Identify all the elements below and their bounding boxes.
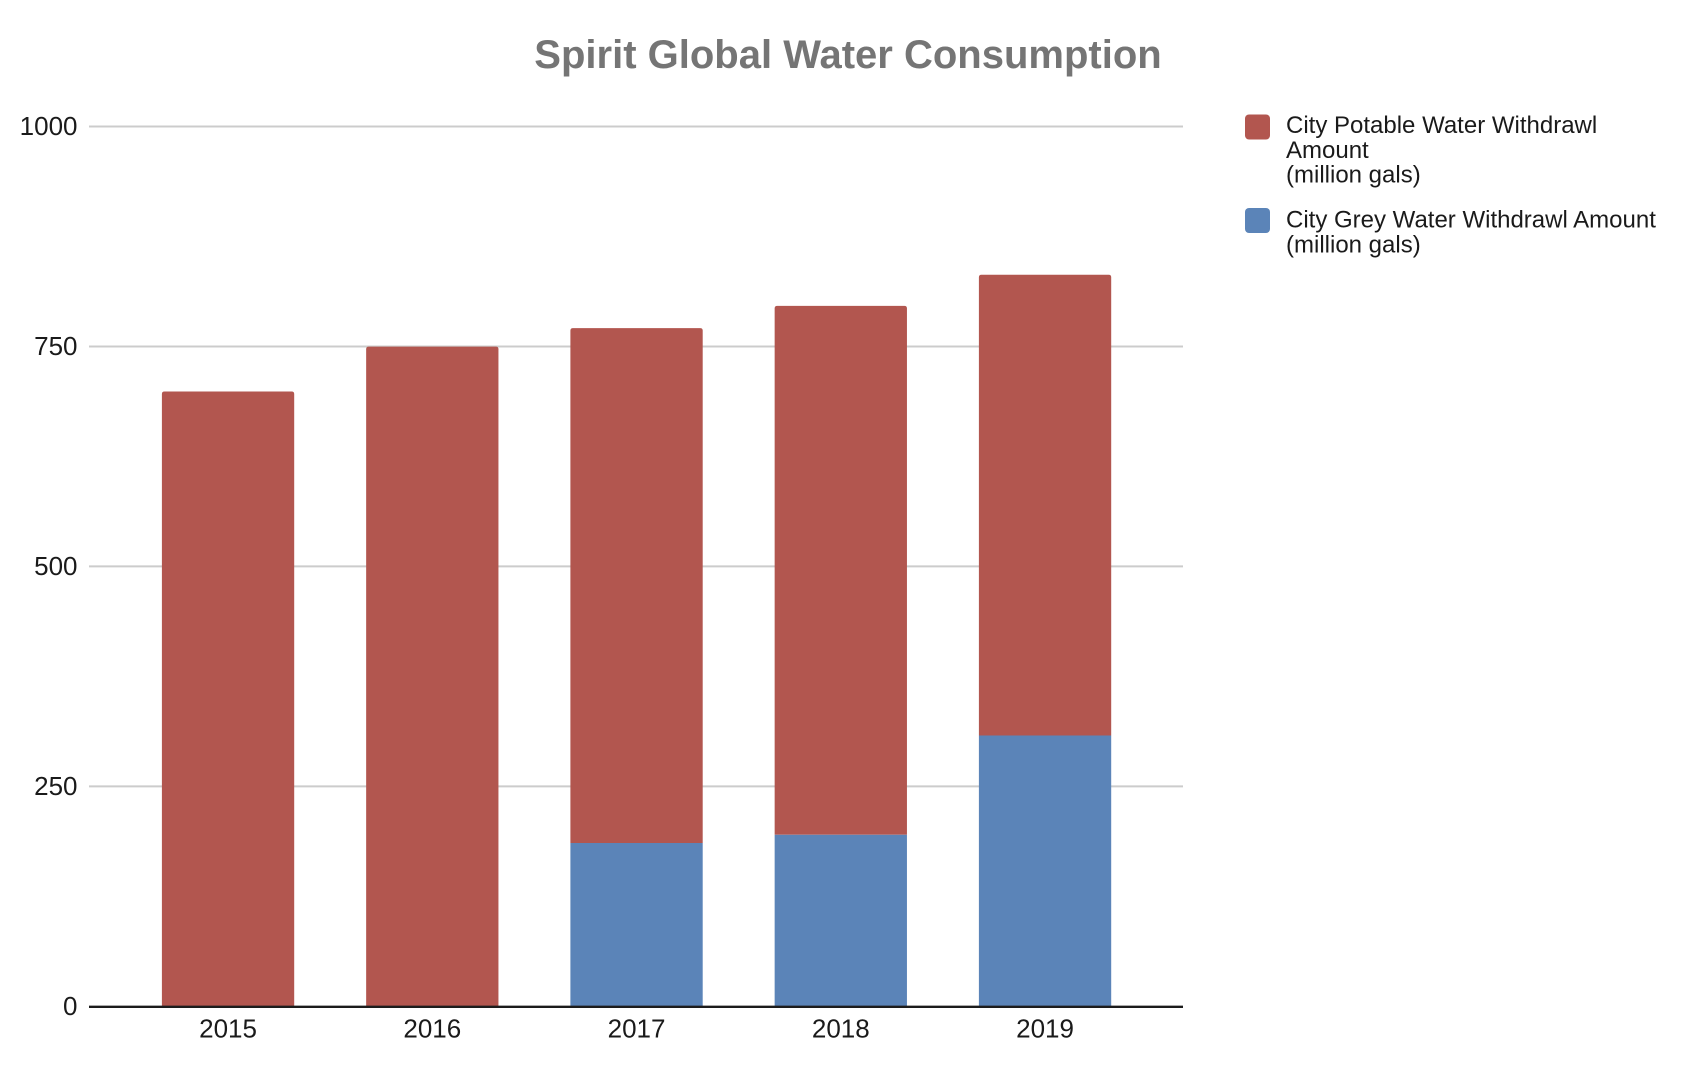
svg-text:2018: 2018 (812, 1014, 870, 1044)
svg-text:(million gals): (million gals) (1286, 162, 1421, 189)
svg-text:750: 750 (34, 331, 77, 361)
svg-text:City Potable Water Withdrawl: City Potable Water Withdrawl (1286, 112, 1597, 139)
svg-text:Spirit Global Water Consumptio: Spirit Global Water Consumption (534, 33, 1161, 77)
svg-text:2017: 2017 (608, 1014, 666, 1044)
svg-text:0: 0 (63, 991, 77, 1021)
svg-text:(million gals): (million gals) (1286, 231, 1421, 258)
svg-text:250: 250 (34, 771, 77, 801)
svg-text:City Grey Water Withdrawl Amou: City Grey Water Withdrawl Amount (1286, 206, 1656, 233)
svg-text:Amount: Amount (1286, 137, 1369, 164)
svg-text:2016: 2016 (403, 1014, 461, 1044)
svg-text:2015: 2015 (199, 1014, 257, 1044)
svg-text:1000: 1000 (20, 111, 78, 141)
svg-text:500: 500 (34, 551, 77, 581)
svg-text:2019: 2019 (1016, 1014, 1074, 1044)
